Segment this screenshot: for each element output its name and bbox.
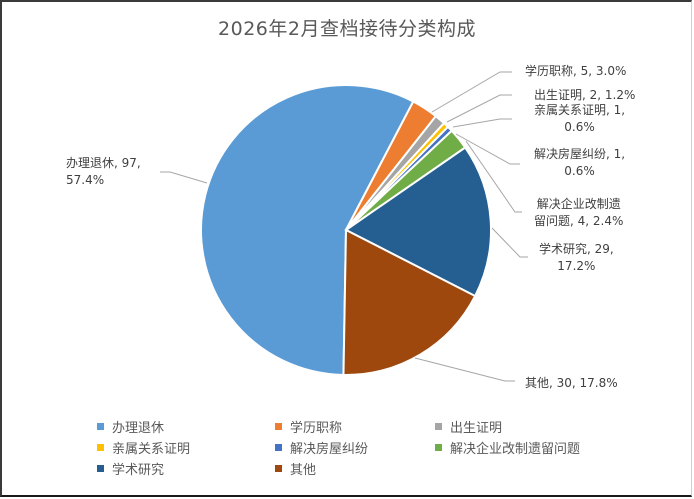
legend-swatch-icon bbox=[435, 444, 442, 451]
leader-line-5 bbox=[465, 140, 522, 213]
legend-item-5[interactable]: 解决企业改制遗留问题 bbox=[435, 441, 580, 459]
legend-swatch-icon bbox=[97, 465, 104, 472]
legend-swatch-icon bbox=[97, 423, 104, 430]
legend-item-0[interactable]: 办理退休 bbox=[97, 420, 164, 438]
leader-line-3 bbox=[452, 118, 512, 128]
legend-item-6[interactable]: 学术研究 bbox=[97, 462, 164, 480]
legend-swatch-icon bbox=[97, 444, 104, 451]
data-label-chusheng-zhengming: 出生证明, 2, 1.2% bbox=[534, 88, 636, 102]
pie-slice-6[interactable] bbox=[344, 146, 492, 298]
legend-swatch-icon bbox=[275, 465, 282, 472]
pie-slice-7[interactable] bbox=[342, 228, 477, 376]
legend-swatch-icon bbox=[275, 444, 282, 451]
leader-line-2 bbox=[446, 94, 512, 123]
legend-swatch-icon bbox=[435, 423, 442, 430]
data-label-jiejue-qiye: 解决企业改制遗 留问题, 4, 2.4% bbox=[534, 197, 624, 228]
leader-lines bbox=[160, 71, 528, 382]
data-label-xueli-zhicheng: 学历职称, 5, 3.0% bbox=[525, 64, 627, 78]
leader-line-4 bbox=[455, 133, 520, 165]
data-label-xueshu-yanjiu: 学术研究, 29, 17.2% bbox=[539, 242, 614, 273]
leader-line-0 bbox=[160, 171, 208, 184]
legend-item-1[interactable]: 学历职称 bbox=[275, 420, 342, 438]
chart-title: 2026年2月查档接待分类构成 bbox=[218, 18, 476, 40]
leader-line-1 bbox=[431, 71, 512, 113]
legend-swatch-icon bbox=[275, 423, 282, 430]
legend-item-4[interactable]: 解决房屋纠纷 bbox=[275, 441, 368, 459]
legend-item-3[interactable]: 亲属关系证明 bbox=[97, 441, 190, 459]
leader-line-6 bbox=[491, 227, 528, 258]
data-label-qita: 其他, 30, 17.8% bbox=[525, 376, 618, 390]
legend-item-2[interactable]: 出生证明 bbox=[435, 420, 502, 438]
data-label-jiejue-fangwu: 解决房屋纠纷, 1, 0.6% bbox=[534, 147, 626, 178]
data-label-bangli-tuixiu: 办理退休, 97, 57.4% bbox=[66, 156, 141, 187]
data-label-qinshu-guanxi: 亲属关系证明, 1, 0.6% bbox=[534, 103, 626, 134]
leader-line-7 bbox=[414, 357, 515, 382]
pie-slices bbox=[200, 84, 492, 376]
pie-slice-0[interactable] bbox=[200, 84, 415, 376]
legend-item-7[interactable]: 其他 bbox=[275, 462, 316, 480]
